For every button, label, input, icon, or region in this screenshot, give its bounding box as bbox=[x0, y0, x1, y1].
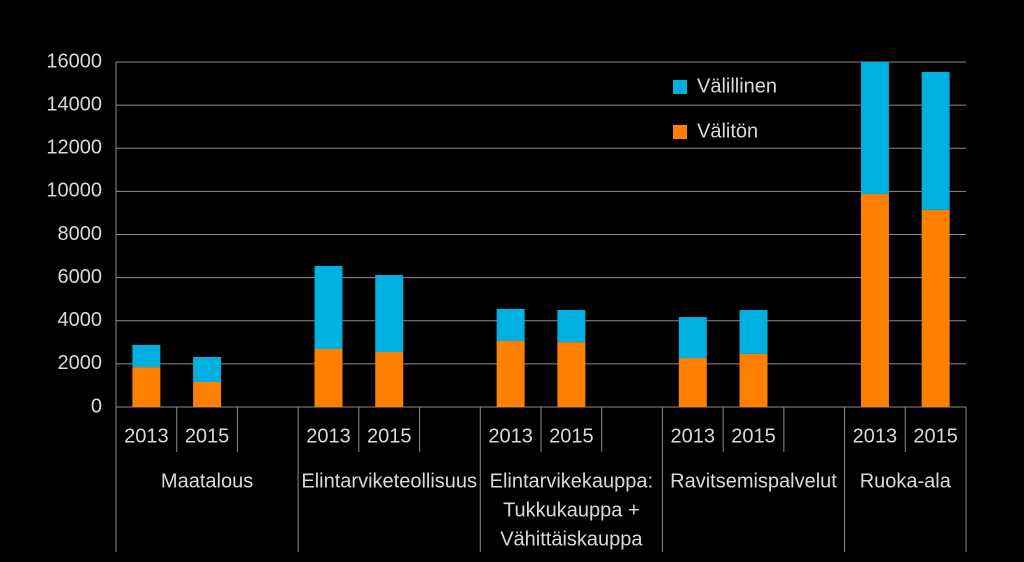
x-tick-label: 2015 bbox=[913, 425, 958, 447]
legend-label: Välillinen bbox=[697, 75, 777, 97]
x-tick-label: 2015 bbox=[185, 425, 230, 447]
legend-swatch bbox=[673, 80, 687, 94]
group-label: Tukkukauppa + bbox=[503, 499, 640, 521]
bar-segment bbox=[921, 71, 950, 210]
bar-segment bbox=[557, 342, 586, 407]
x-tick-label: 2013 bbox=[124, 425, 169, 447]
group-label: Elintarvikekauppa: bbox=[490, 470, 653, 492]
bar-segment bbox=[860, 62, 889, 194]
bar-segment bbox=[678, 317, 707, 359]
bar-segment bbox=[375, 352, 404, 407]
bar-segment bbox=[314, 265, 343, 349]
y-tick-label: 10000 bbox=[46, 180, 102, 202]
bar-segment bbox=[496, 341, 525, 407]
group-label: Ravitsemispalvelut bbox=[670, 470, 837, 492]
bar-segment bbox=[132, 367, 161, 407]
group-label: Maatalous bbox=[161, 470, 253, 492]
x-tick-label: 2013 bbox=[671, 425, 716, 447]
y-tick-label: 12000 bbox=[46, 137, 102, 159]
group-label: Elintarviketeollisuus bbox=[301, 470, 477, 492]
bar-segment bbox=[375, 275, 404, 353]
x-tick-label: 2015 bbox=[367, 425, 412, 447]
bar-segment bbox=[860, 193, 889, 407]
legend-label: Välitön bbox=[697, 120, 758, 142]
bar-segment bbox=[193, 356, 222, 382]
bar-segment bbox=[739, 309, 768, 354]
bar-segment bbox=[921, 209, 950, 407]
x-tick-label: 2013 bbox=[853, 425, 898, 447]
x-tick-label: 2015 bbox=[549, 425, 594, 447]
x-tick-label: 2013 bbox=[488, 425, 533, 447]
y-tick-label: 2000 bbox=[58, 352, 103, 374]
bar-segment bbox=[678, 358, 707, 407]
y-tick-label: 16000 bbox=[46, 50, 102, 72]
y-tick-label: 0 bbox=[91, 395, 102, 417]
bar-segment bbox=[314, 348, 343, 407]
bar-segment bbox=[193, 381, 222, 407]
y-tick-label: 14000 bbox=[46, 93, 102, 115]
legend-swatch bbox=[673, 125, 687, 139]
y-tick-label: 4000 bbox=[58, 309, 103, 331]
x-tick-label: 2013 bbox=[306, 425, 351, 447]
bar-segment bbox=[496, 308, 525, 342]
bar-segment bbox=[739, 353, 768, 407]
group-label: Vähittäiskauppa bbox=[500, 528, 643, 550]
group-label: Ruoka-ala bbox=[860, 470, 952, 492]
bar-segment bbox=[132, 344, 161, 368]
y-tick-label: 6000 bbox=[58, 266, 103, 288]
y-tick-label: 8000 bbox=[58, 223, 103, 245]
bar-segment bbox=[557, 309, 586, 343]
x-tick-label: 2015 bbox=[731, 425, 776, 447]
